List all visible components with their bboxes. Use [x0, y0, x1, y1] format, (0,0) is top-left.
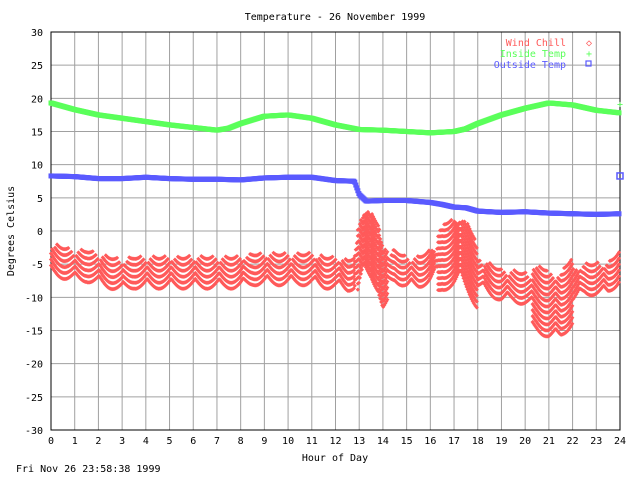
legend-label: Outside Temp — [494, 60, 566, 71]
y-tick-label: 10 — [31, 161, 43, 172]
wind-chill-point — [213, 257, 218, 262]
wind-chill-point — [138, 254, 143, 259]
wind-chill-point — [261, 254, 266, 259]
wind-chill-point — [285, 253, 290, 259]
wind-chill-point — [143, 260, 148, 266]
x-tick-label: 20 — [519, 436, 531, 447]
x-tick-label: 8 — [238, 436, 244, 447]
wind-chill-point — [234, 254, 240, 259]
axis-ticks: 0 1 2 3 4 5 6 7 8 9 10 11 12 13 14 15 16 17 18 19 20 21 22 23 24… — [25, 28, 626, 447]
x-tick-label: 6 — [190, 436, 196, 447]
x-tick-label: 12 — [329, 436, 341, 447]
x-tick-label: 9 — [261, 436, 267, 447]
x-tick-label: 2 — [95, 436, 101, 447]
wind-chill-point — [237, 256, 243, 262]
x-tick-label: 7 — [214, 436, 220, 447]
x-tick-label: 21 — [543, 436, 555, 447]
wind-chill-point — [287, 257, 292, 262]
outside-temp-point — [616, 211, 622, 217]
wind-chill-point — [66, 246, 71, 251]
x-tick-label: 15 — [401, 436, 413, 447]
y-tick-label: -25 — [25, 393, 43, 404]
wind-chill-point — [282, 251, 287, 256]
x-tick-label: 0 — [48, 436, 54, 447]
wind-chill-point — [141, 257, 146, 262]
inside-temp-end-marker: + — [617, 100, 623, 111]
x-tick-label: 19 — [495, 436, 507, 447]
series-inside-temp — [48, 100, 622, 136]
y-tick-label: 30 — [31, 28, 43, 39]
y-tick-label: 25 — [31, 61, 43, 72]
series-layer: + — [48, 100, 624, 339]
y-tick-label: -10 — [25, 293, 43, 304]
x-tick-label: 4 — [143, 436, 149, 447]
wind-chill-point — [210, 254, 215, 259]
y-tick-label: -5 — [31, 260, 43, 271]
x-tick-label: 10 — [282, 436, 294, 447]
x-axis-label: Hour of Day — [302, 453, 368, 464]
x-tick-label: 23 — [590, 436, 602, 447]
legend: Wind Chill ◇ Inside Temp + Outside Temp — [494, 38, 592, 71]
x-tick-label: 16 — [424, 436, 436, 447]
wind-chill-point — [69, 249, 74, 255]
inside-temp-point — [616, 110, 622, 116]
timestamp-footer: Fri Nov 26 23:58:38 1999 — [16, 464, 161, 475]
x-tick-label: 3 — [119, 436, 125, 447]
x-tick-label: 18 — [472, 436, 484, 447]
legend-diamond-icon: ◇ — [586, 38, 592, 49]
y-tick-label: 20 — [31, 94, 43, 105]
x-tick-label: 24 — [614, 436, 626, 447]
y-tick-label: 5 — [37, 194, 43, 205]
x-tick-label: 5 — [167, 436, 173, 447]
wind-chill-point — [258, 251, 263, 256]
legend-label: Wind Chill — [506, 38, 566, 49]
wind-chill-point — [187, 253, 192, 259]
y-tick-label: 15 — [31, 128, 43, 139]
x-tick-label: 22 — [567, 436, 579, 447]
x-tick-label: 11 — [306, 436, 318, 447]
wind-chill-point — [93, 252, 98, 258]
x-tick-label: 14 — [377, 436, 389, 447]
wind-chill-point — [162, 254, 167, 259]
wind-chill-point — [189, 257, 194, 262]
x-tick-label: 1 — [72, 436, 78, 447]
y-tick-label: -20 — [25, 360, 43, 371]
wind-chill-point — [215, 260, 220, 265]
y-tick-label: -30 — [25, 426, 43, 437]
y-axis-label: Degrees Celsius — [6, 186, 17, 276]
series-wind-chill — [48, 209, 622, 339]
y-tick-label: -15 — [25, 327, 43, 338]
x-tick-label: 17 — [448, 436, 460, 447]
y-tick-label: 0 — [37, 227, 43, 238]
wind-chill-point — [90, 249, 95, 254]
series-outside-temp — [48, 173, 622, 217]
legend-label: Inside Temp — [500, 49, 566, 60]
plot-frame — [50, 31, 621, 431]
wind-chill-point — [165, 256, 170, 262]
chart-title: Temperature - 26 November 1999 — [245, 12, 426, 23]
x-tick-label: 13 — [353, 436, 365, 447]
grid — [51, 32, 620, 430]
wind-chill-point — [71, 253, 76, 259]
legend-plus-icon: + — [586, 49, 592, 60]
